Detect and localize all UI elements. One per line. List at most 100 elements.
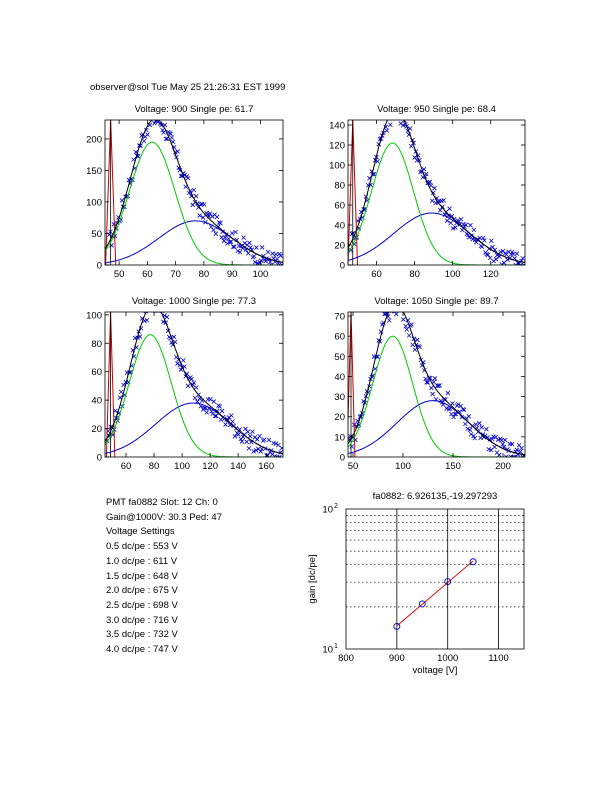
data-marker	[499, 262, 505, 265]
data-marker	[399, 312, 403, 313]
data-marker	[230, 419, 235, 424]
x-tick-label: 1100	[488, 653, 508, 664]
y-tick-label: 140	[329, 121, 345, 132]
data-marker	[233, 229, 238, 235]
data-marker	[263, 258, 268, 264]
data-marker	[480, 235, 486, 241]
x-tick-label: 60	[121, 461, 132, 472]
data-marker	[253, 448, 259, 453]
data-marker	[236, 432, 241, 437]
data-marker	[394, 312, 399, 317]
plot-title: Voltage: 1050 Single pe: 89.7	[374, 296, 498, 307]
gain-data-point	[393, 622, 401, 630]
y-tick-label: 40	[334, 221, 345, 232]
data-marker	[189, 376, 194, 382]
data-marker	[272, 454, 278, 457]
data-marker	[254, 437, 260, 442]
data-marker	[152, 120, 157, 126]
y-tick-label: 150	[86, 166, 102, 177]
data-marker	[171, 334, 177, 340]
data-marker	[229, 413, 234, 418]
data-marker	[143, 312, 149, 314]
data-marker	[417, 344, 422, 350]
data-marker	[222, 235, 228, 240]
data-marker	[163, 136, 169, 142]
data-marker	[265, 249, 271, 255]
data-marker	[213, 231, 219, 236]
y-tick-label: 0	[340, 261, 345, 272]
data-marker	[244, 439, 249, 445]
x-tick-label: 80	[199, 269, 210, 280]
y-tick-label: 50	[334, 352, 345, 363]
data-marker	[251, 449, 256, 454]
data-marker	[408, 143, 414, 149]
x-tick-label: 50	[114, 269, 125, 280]
data-marker	[485, 252, 491, 258]
y-tick-label: 100	[329, 161, 345, 172]
y-tick-label: 120	[329, 141, 345, 152]
x-tick-label: 120	[483, 269, 499, 280]
plot-title: fa0882: 6.926135,-19.297293	[373, 491, 498, 502]
y-tick-label: 80	[91, 339, 102, 350]
data-marker	[482, 433, 488, 439]
data-marker	[449, 213, 455, 219]
data-marker	[228, 239, 234, 245]
data-marker	[479, 244, 485, 250]
data-marker	[207, 211, 213, 216]
data-marker	[252, 259, 258, 265]
data-marker	[225, 417, 231, 423]
data-marker	[141, 138, 147, 144]
data-marker	[406, 333, 412, 338]
data-marker	[213, 413, 219, 419]
x-tick-label: 100	[395, 461, 411, 472]
data-marker	[436, 383, 441, 389]
pmt-info-panel: PMT fa0882 Slot: 12 Ch: 0 Gain@1000V: 30…	[106, 496, 222, 658]
data-marker	[425, 380, 431, 385]
x-axis-label: voltage [V]	[413, 665, 458, 676]
data-marker	[518, 262, 523, 265]
data-marker	[511, 454, 516, 457]
data-marker	[449, 411, 454, 417]
data-marker	[214, 214, 220, 220]
data-marker	[489, 436, 495, 442]
data-marker	[463, 421, 468, 427]
second-pe-gaussian	[105, 402, 283, 455]
data-marker	[227, 239, 232, 245]
data-marker	[401, 317, 406, 322]
data-marker	[119, 198, 125, 203]
data-marker	[432, 376, 438, 381]
data-marker	[226, 236, 231, 242]
data-marker	[427, 179, 433, 185]
y-tick-label: 100	[86, 197, 102, 208]
data-marker	[468, 222, 473, 228]
data-marker	[217, 404, 222, 409]
voltage-setting-item: 2.5 dc/pe : 698 V	[106, 599, 178, 611]
plot-content	[348, 312, 525, 457]
pedestal-curve	[105, 120, 117, 265]
data-marker	[247, 433, 253, 439]
single-pe-gaussian	[105, 141, 283, 265]
voltage-setting-item: 1.5 dc/pe : 648 V	[106, 570, 178, 582]
data-marker	[520, 255, 525, 261]
y-axis-label: gain [dc/pe]	[307, 554, 318, 603]
data-marker	[444, 218, 450, 223]
y-tick-label: 70	[334, 312, 345, 323]
data-marker	[185, 175, 191, 181]
data-marker	[279, 445, 283, 451]
voltage-setting-item: 3.5 dc/pe : 732 V	[106, 629, 178, 641]
data-marker	[239, 439, 245, 444]
second-pe-gaussian	[348, 212, 525, 263]
y-tick-label: 80	[334, 181, 345, 192]
gain-data-point	[418, 600, 426, 608]
data-marker	[477, 235, 483, 241]
data-marker	[452, 411, 458, 417]
data-marker	[211, 227, 216, 233]
y-tick-label: 200	[86, 134, 102, 145]
data-marker	[169, 135, 175, 140]
data-marker	[478, 435, 483, 441]
data-marker	[451, 414, 456, 420]
data-marker	[423, 376, 428, 382]
data-marker	[259, 245, 265, 250]
data-marker	[193, 385, 199, 390]
data-marker	[429, 385, 434, 391]
